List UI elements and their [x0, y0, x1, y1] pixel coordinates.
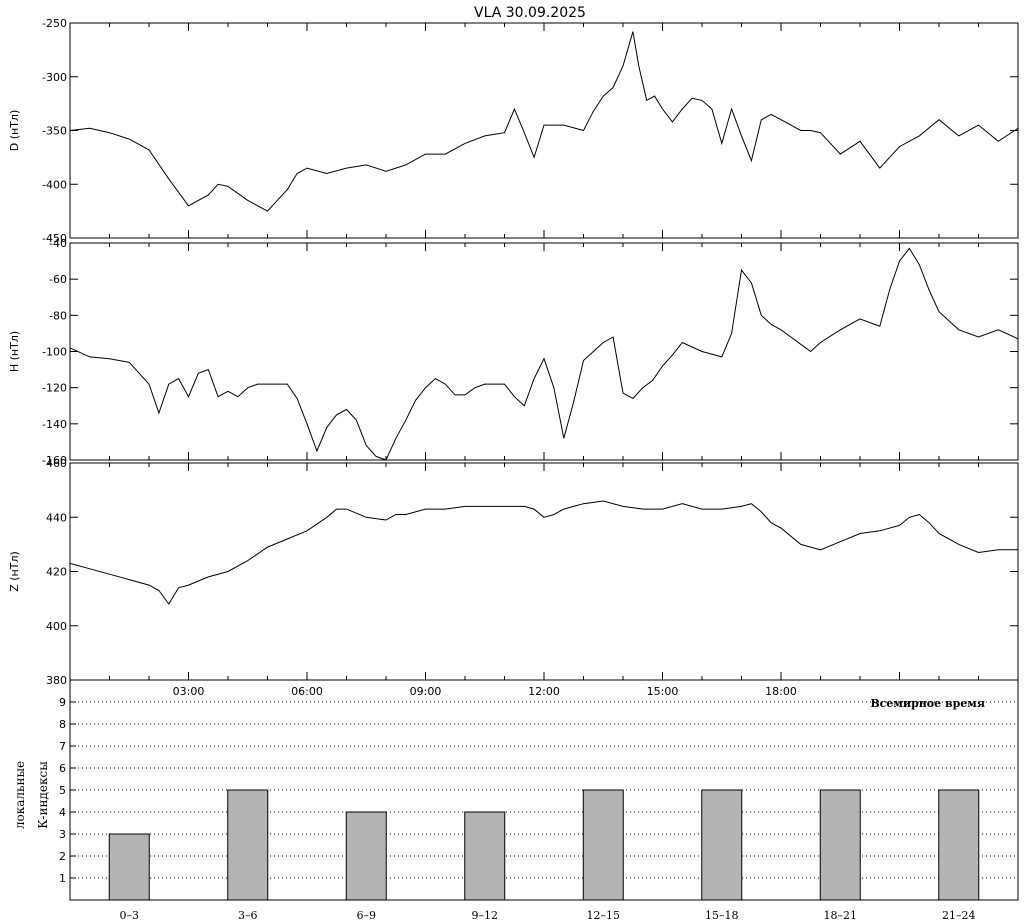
y-tick-label: -400: [42, 178, 67, 191]
panel-frame: [69, 679, 1019, 901]
y-tick-label: -80: [49, 309, 67, 322]
y-tick-label: 3: [59, 828, 66, 841]
time-tick-label: 18:00: [765, 685, 797, 698]
k-index-panel: 1 2 3 4 5 6 7 8 9 0–3 3–6 6–9 9–12 12–15 15–18 18–21 21–…: [13, 679, 1019, 921]
y-axis-label-line1: локальные: [13, 761, 27, 829]
y-tick-label: -120: [42, 382, 67, 395]
series-line: [69, 31, 1019, 212]
y-tick-label: -100: [42, 346, 67, 359]
panel-frame: [69, 22, 1019, 239]
y-tick-label: -450: [42, 232, 67, 245]
y-tick-label: 460: [46, 457, 67, 470]
category-label: 3–6: [238, 909, 258, 921]
series-line: [69, 500, 1018, 605]
y-axis-label: Z (нТл): [8, 551, 21, 592]
y-tick-label: 380: [46, 674, 67, 687]
y-tick-label: -40: [49, 237, 67, 250]
y-tick-label: 440: [46, 511, 67, 524]
y-axis-label-line2: К-индексы: [36, 761, 50, 829]
category-label: 18–21: [824, 909, 858, 921]
y-tick-label: -140: [42, 418, 67, 431]
y-axis-label: H (нТл): [8, 331, 21, 372]
y-tick-label: 9: [59, 696, 66, 709]
y-tick-label: 8: [59, 718, 66, 731]
k-index-bar: [345, 811, 387, 901]
k-index-bar: [108, 833, 150, 901]
y-tick-label: -160: [42, 454, 67, 467]
chart-title: VLA 30.09.2025: [474, 5, 586, 21]
time-tick-label: 12:00: [528, 685, 560, 698]
panel-frame: [69, 242, 1019, 461]
series-line: [69, 247, 1019, 461]
category-label: 15–18: [705, 909, 739, 921]
k-index-bar: [582, 789, 624, 901]
k-index-bar: [819, 789, 861, 901]
time-axis-label: Всемирное время: [870, 697, 985, 710]
y-tick-label: 2: [59, 850, 66, 863]
y-tick-label: -300: [42, 71, 67, 84]
y-tick-label: -60: [49, 273, 67, 286]
y-tick-label: 6: [59, 762, 66, 775]
panel-frame: [69, 462, 1019, 681]
category-label: 0–3: [120, 909, 140, 921]
y-tick-label: 420: [46, 566, 67, 579]
category-label: 6–9: [357, 909, 377, 921]
time-tick-label: 03:00: [173, 685, 205, 698]
k-index-bar: [464, 811, 506, 901]
d-component-panel: -450 -400 -350 -300 -250 D (нТл): [8, 17, 1019, 245]
category-label: 12–15: [587, 909, 621, 921]
y-tick-label: -350: [42, 125, 67, 138]
category-label: 21–24: [942, 909, 976, 921]
y-tick-label: -250: [42, 17, 67, 30]
y-tick-label: 5: [59, 784, 66, 797]
time-tick-label: 09:00: [410, 685, 442, 698]
k-index-bar: [701, 789, 743, 901]
k-index-bar: [227, 789, 269, 901]
y-axis-label: D (нТл): [8, 110, 21, 152]
k-index-bar: [938, 789, 980, 901]
z-component-panel: 380 400 420 440 460 Z (нТл) 03:00 06:00 09:00 12:…: [8, 457, 1019, 698]
y-tick-label: 400: [46, 620, 67, 633]
time-tick-label: 15:00: [647, 685, 679, 698]
y-tick-label: 7: [59, 740, 66, 753]
y-tick-label: 4: [59, 806, 66, 819]
y-tick-label: 1: [59, 872, 66, 885]
time-tick-label: 06:00: [291, 685, 323, 698]
category-label: 9–12: [472, 909, 499, 921]
h-component-panel: -160 -140 -120 -100 -80 -60 -40 H (нТл): [8, 237, 1019, 467]
